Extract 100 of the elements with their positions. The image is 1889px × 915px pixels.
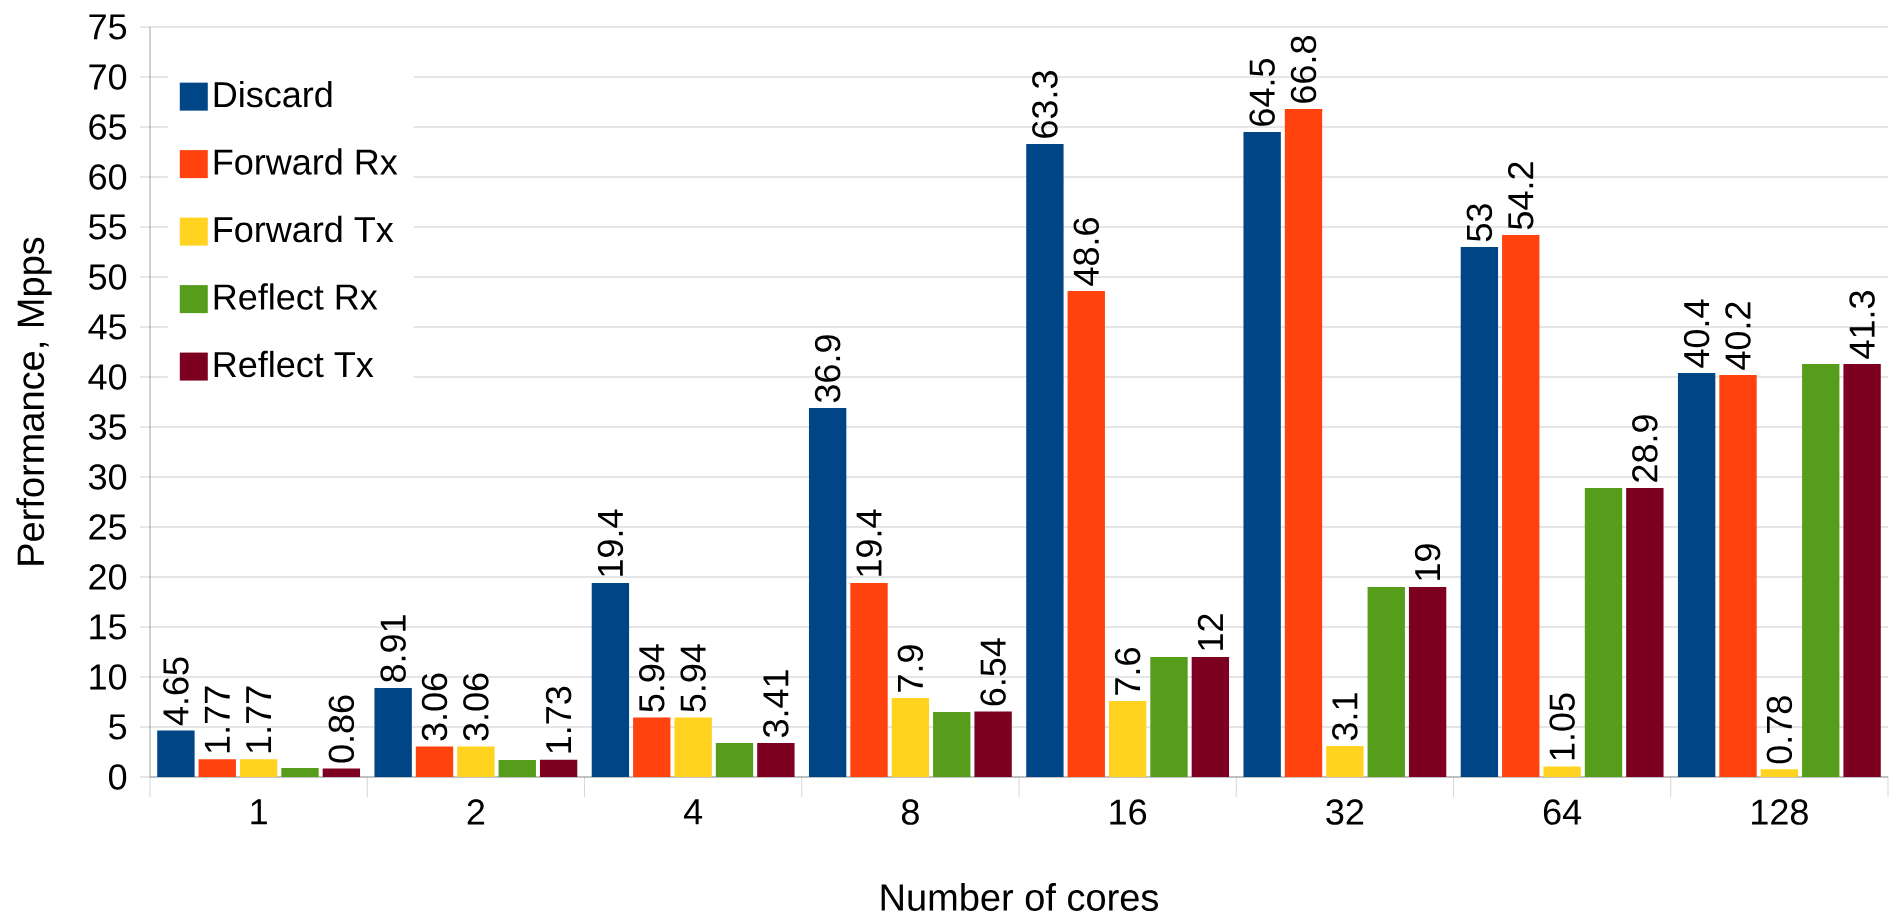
bar [322,768,361,777]
x-tick-label: 32 [1326,799,1364,825]
data-label: 36.9 [814,335,841,403]
data-label: 1.77 [204,686,230,753]
bar [1584,487,1623,777]
data-label: 63.3 [1032,71,1058,138]
data-label: 4.65 [163,657,189,726]
data-label: 19 [1414,544,1441,580]
data-label: 3.41 [763,670,789,738]
bar [1543,766,1581,777]
y-tick-label: 70 [89,64,127,90]
x-tick-label: 4 [683,799,703,825]
data-label: 1.73 [545,686,572,753]
y-tick-label: 10 [90,664,127,690]
bar [1191,656,1230,777]
data-label: 7.6 [1114,648,1141,695]
y-tick-label: 20 [89,564,127,590]
data-label: 3.06 [463,673,489,741]
bar [757,742,795,777]
bar [198,759,236,777]
y-tick-label: 50 [89,264,127,290]
data-label: 0.78 [1766,696,1793,764]
data-label: 64.5 [1249,59,1275,126]
bar [1108,700,1147,777]
bar [415,746,454,777]
x-tick-label: 2 [467,799,485,825]
data-label: 40.2 [1725,302,1751,370]
data-label: 12 [1197,614,1223,650]
y-tick-label: 0 [109,764,127,790]
y-tick-label: 35 [88,414,127,440]
data-label: 7.9 [897,645,924,692]
legend-label: Discard [214,80,332,108]
bar [1026,143,1064,777]
legend-label: Reflect Rx [214,283,378,310]
data-label: 48.6 [1073,218,1099,286]
bar [1284,108,1323,777]
bar [539,759,578,777]
data-label: 66.8 [1290,36,1317,103]
bar [1502,234,1540,777]
y-tick-label: 75 [89,14,127,40]
y-tick-label: 15 [90,614,127,640]
data-label: 1.05 [1549,693,1575,760]
legend-label: Forward Tx [214,215,394,243]
data-label: 5.94 [680,644,706,712]
data-label: 0.86 [328,695,355,763]
bar [498,759,536,777]
bar [933,711,971,777]
data-label: 41.3 [1849,291,1875,359]
data-label: 54.2 [1508,162,1534,230]
data-label: 19.4 [597,509,624,576]
x-axis-title: Number of cores [881,883,1159,911]
x-tick-label: 16 [1110,799,1147,825]
bar [374,687,412,777]
bar [633,717,671,777]
y-tick-label: 40 [88,364,127,390]
bar [674,717,712,777]
bar [1719,374,1757,777]
bar [1460,246,1499,777]
bar [591,582,630,777]
y-tick-label: 55 [89,214,127,240]
bar [1367,586,1405,777]
y-tick-label: 65 [89,114,127,140]
bar [1408,586,1447,777]
y-tick-label: 25 [89,514,127,540]
y-axis-title: Performance, Mpps [16,237,52,565]
bar [974,711,1012,777]
y-tick-label: 45 [88,314,127,340]
x-tick-label: 128 [1752,799,1808,825]
bar [808,407,847,777]
data-label: 28.9 [1632,415,1658,482]
bar [715,742,754,777]
bar [239,759,278,777]
bar [850,582,888,777]
bar [157,730,195,777]
bar [457,746,495,777]
data-label: 19.4 [856,509,882,576]
data-label: 5.94 [639,644,665,712]
data-label: 3.06 [421,673,448,741]
bar [1326,745,1364,777]
bar [891,697,930,777]
data-label: 8.91 [380,615,406,682]
y-tick-label: 5 [109,714,127,740]
y-tick-label: 60 [89,164,127,190]
bar [1150,656,1188,777]
x-tick-label: 1 [251,799,267,825]
bar [281,767,319,777]
data-label: 53 [1466,204,1493,242]
legend-label: Reflect Tx [214,350,374,378]
data-label: 6.54 [980,638,1006,706]
bar [1843,363,1881,777]
bar [1067,290,1105,777]
bar [1677,372,1716,777]
data-label: 40.4 [1683,299,1710,368]
x-tick-label: 64 [1543,799,1582,825]
bar [1243,131,1281,777]
bar [1626,487,1664,777]
bar [1760,769,1799,777]
bar [1802,363,1840,777]
x-tick-label: 8 [901,799,919,825]
legend-label: Forward Rx [214,148,398,175]
